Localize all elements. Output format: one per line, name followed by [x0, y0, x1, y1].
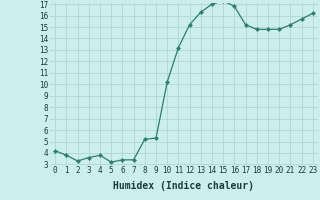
X-axis label: Humidex (Indice chaleur): Humidex (Indice chaleur) [114, 181, 254, 191]
